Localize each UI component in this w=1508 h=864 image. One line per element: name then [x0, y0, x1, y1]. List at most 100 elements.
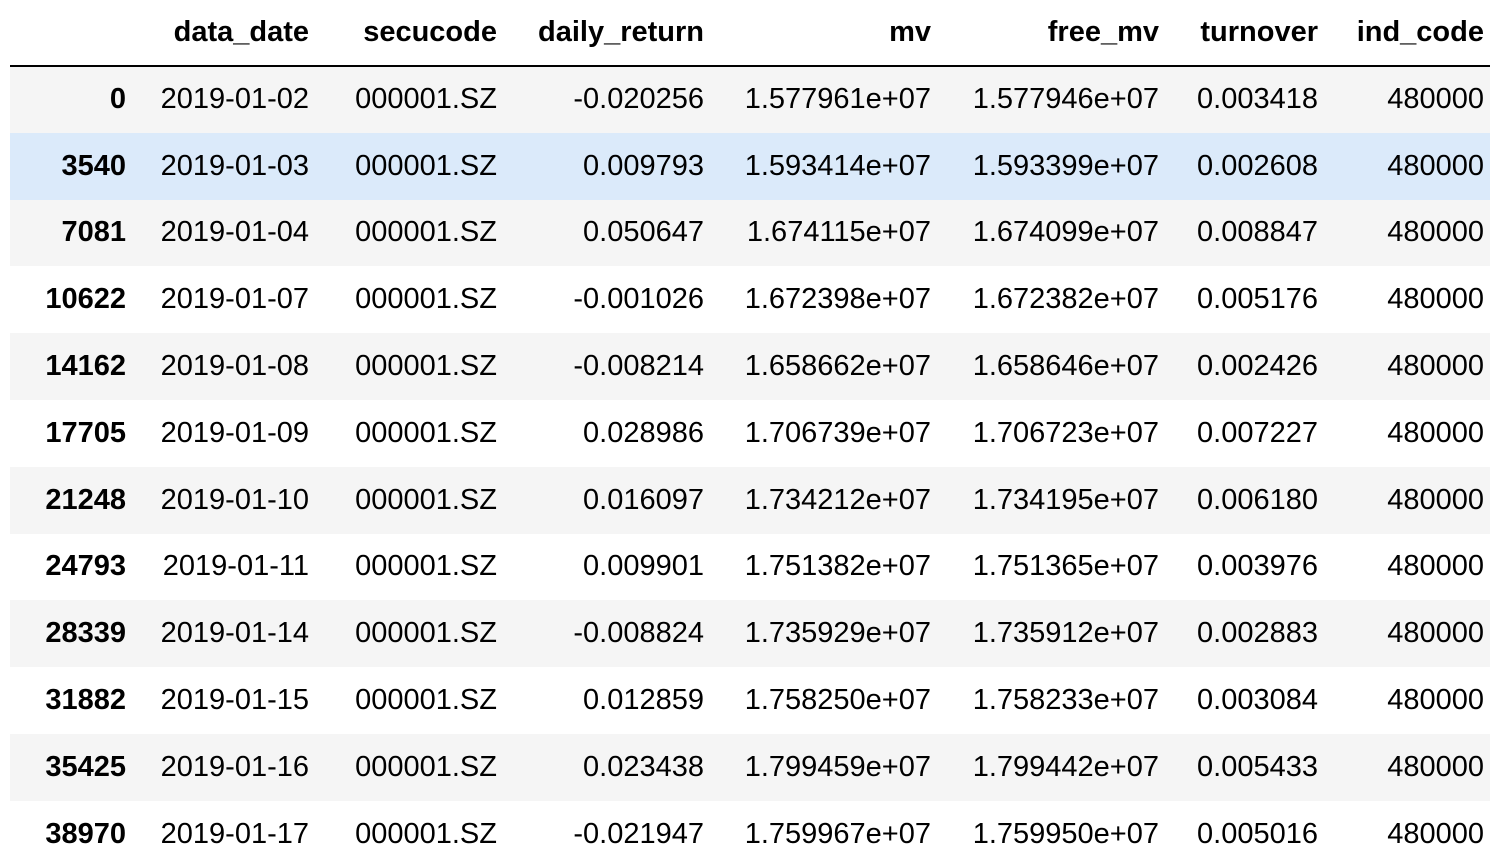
row-index-cell: 28339	[45, 617, 126, 650]
row-index-cell: 35425	[45, 750, 126, 783]
cell-free-mv: 1.758233e+07	[972, 684, 1159, 717]
cell-data-date: 2019-01-16	[160, 750, 309, 783]
table-row[interactable]: 35425 2019-01-16 000001.SZ 0.023438 1.799459…	[10, 733, 1490, 801]
row-index-cell: 7081	[61, 216, 126, 249]
cell-turnover: 0.003418	[1197, 83, 1318, 116]
cell-free-mv: 1.799442e+07	[972, 750, 1159, 783]
cell-turnover: 0.005016	[1197, 817, 1318, 850]
column-header-ind-code: ind_code	[1324, 0, 1490, 67]
cell-data-date: 2019-01-09	[160, 416, 309, 449]
cell-ind-code: 480000	[1387, 416, 1484, 449]
cell-secucode: 000001.SZ	[355, 617, 497, 650]
table-row[interactable]: 21248 2019-01-10 000001.SZ 0.016097 1.734212…	[10, 466, 1490, 534]
cell-secucode: 000001.SZ	[355, 750, 497, 783]
cell-ind-code: 480000	[1387, 83, 1484, 116]
cell-daily-return: -0.020256	[573, 83, 704, 116]
cell-daily-return: -0.008824	[573, 617, 704, 650]
cell-data-date: 2019-01-17	[160, 817, 309, 850]
cell-daily-return: 0.009901	[583, 550, 704, 583]
cell-free-mv: 1.751365e+07	[972, 550, 1159, 583]
cell-mv: 1.751382e+07	[744, 550, 931, 583]
cell-ind-code: 480000	[1387, 550, 1484, 583]
row-index-cell: 21248	[45, 483, 126, 516]
row-index-cell: 17705	[45, 416, 126, 449]
cell-data-date: 2019-01-15	[160, 684, 309, 717]
table-row[interactable]: 3540 2019-01-03 000001.SZ 0.009793 1.593414e…	[10, 132, 1490, 200]
cell-mv: 1.672398e+07	[744, 283, 931, 316]
cell-free-mv: 1.734195e+07	[972, 483, 1159, 516]
cell-mv: 1.758250e+07	[744, 684, 931, 717]
cell-ind-code: 480000	[1387, 483, 1484, 516]
cell-ind-code: 480000	[1387, 350, 1484, 383]
index-column-header	[10, 0, 132, 67]
table-row[interactable]: 0 2019-01-02 000001.SZ -0.020256 1.577961e+0…	[10, 66, 1490, 133]
cell-ind-code: 480000	[1387, 684, 1484, 717]
row-index-cell: 31882	[45, 684, 126, 717]
cell-mv: 1.658662e+07	[744, 350, 931, 383]
column-header-turnover: turnover	[1165, 0, 1324, 67]
cell-turnover: 0.003084	[1197, 684, 1318, 717]
cell-secucode: 000001.SZ	[355, 283, 497, 316]
cell-turnover: 0.002426	[1197, 350, 1318, 383]
cell-data-date: 2019-01-02	[160, 83, 309, 116]
cell-secucode: 000001.SZ	[355, 216, 497, 249]
cell-mv: 1.759967e+07	[744, 817, 931, 850]
table-row[interactable]: 28339 2019-01-14 000001.SZ -0.008824 1.73592…	[10, 600, 1490, 668]
row-index-cell: 3540	[61, 149, 126, 182]
cell-mv: 1.799459e+07	[744, 750, 931, 783]
table-row[interactable]: 10622 2019-01-07 000001.SZ -0.001026 1.67239…	[10, 266, 1490, 334]
column-header-data-date: data_date	[132, 0, 315, 67]
table-header: data_date secucode daily_return mv free_…	[10, 0, 1490, 67]
cell-secucode: 000001.SZ	[355, 83, 497, 116]
cell-daily-return: -0.008214	[573, 350, 704, 383]
cell-data-date: 2019-01-08	[160, 350, 309, 383]
table-row[interactable]: 14162 2019-01-08 000001.SZ -0.008214 1.65866…	[10, 333, 1490, 400]
table-row[interactable]: 31882 2019-01-15 000001.SZ 0.012859 1.758250…	[10, 667, 1490, 734]
table-row[interactable]: 24793 2019-01-11 000001.SZ 0.009901 1.751382…	[10, 533, 1490, 601]
cell-daily-return: 0.023438	[583, 750, 704, 783]
cell-mv: 1.674115e+07	[746, 216, 931, 249]
cell-turnover: 0.002883	[1197, 617, 1318, 650]
cell-data-date: 2019-01-03	[160, 149, 309, 182]
cell-mv: 1.706739e+07	[744, 416, 931, 449]
cell-free-mv: 1.735912e+07	[972, 617, 1159, 650]
cell-turnover: 0.007227	[1197, 416, 1318, 449]
table-body: 0 2019-01-02 000001.SZ -0.020256 1.577961e+0…	[10, 66, 1490, 864]
cell-free-mv: 1.674099e+07	[972, 216, 1159, 249]
cell-data-date: 2019-01-07	[160, 283, 309, 316]
cell-daily-return: 0.009793	[583, 149, 704, 182]
cell-free-mv: 1.593399e+07	[972, 149, 1159, 182]
cell-ind-code: 480000	[1387, 216, 1484, 249]
cell-daily-return: 0.016097	[583, 483, 704, 516]
cell-mv: 1.734212e+07	[744, 483, 931, 516]
column-header-daily-return: daily_return	[503, 0, 710, 67]
table-row[interactable]: 38970 2019-01-17 000001.SZ -0.021947 1.75996…	[10, 800, 1490, 864]
cell-data-date: 2019-01-14	[160, 617, 309, 650]
cell-free-mv: 1.672382e+07	[972, 283, 1159, 316]
cell-turnover: 0.005176	[1197, 283, 1318, 316]
cell-free-mv: 1.658646e+07	[972, 350, 1159, 383]
column-header-secucode: secucode	[315, 0, 503, 67]
table-row[interactable]: 7081 2019-01-04 000001.SZ 0.050647 1.674115e…	[10, 199, 1490, 267]
cell-mv: 1.735929e+07	[744, 617, 931, 650]
cell-daily-return: 0.012859	[583, 684, 704, 717]
cell-turnover: 0.005433	[1197, 750, 1318, 783]
table-row[interactable]: 17705 2019-01-09 000001.SZ 0.028986 1.706739…	[10, 399, 1490, 467]
cell-turnover: 0.008847	[1197, 216, 1318, 249]
cell-turnover: 0.003976	[1197, 550, 1318, 583]
cell-data-date: 2019-01-11	[162, 550, 309, 583]
cell-ind-code: 480000	[1387, 750, 1484, 783]
cell-daily-return: -0.021947	[573, 817, 704, 850]
row-index-cell: 14162	[45, 350, 126, 383]
cell-mv: 1.593414e+07	[744, 149, 931, 182]
cell-secucode: 000001.SZ	[355, 416, 497, 449]
cell-secucode: 000001.SZ	[355, 684, 497, 717]
cell-daily-return: -0.001026	[573, 283, 704, 316]
cell-turnover: 0.002608	[1197, 149, 1318, 182]
cell-secucode: 000001.SZ	[355, 350, 497, 383]
row-index-cell: 24793	[45, 550, 126, 583]
cell-free-mv: 1.577946e+07	[972, 83, 1159, 116]
column-header-mv: mv	[710, 0, 937, 67]
row-index-cell: 0	[109, 83, 126, 116]
cell-free-mv: 1.759950e+07	[972, 817, 1159, 850]
